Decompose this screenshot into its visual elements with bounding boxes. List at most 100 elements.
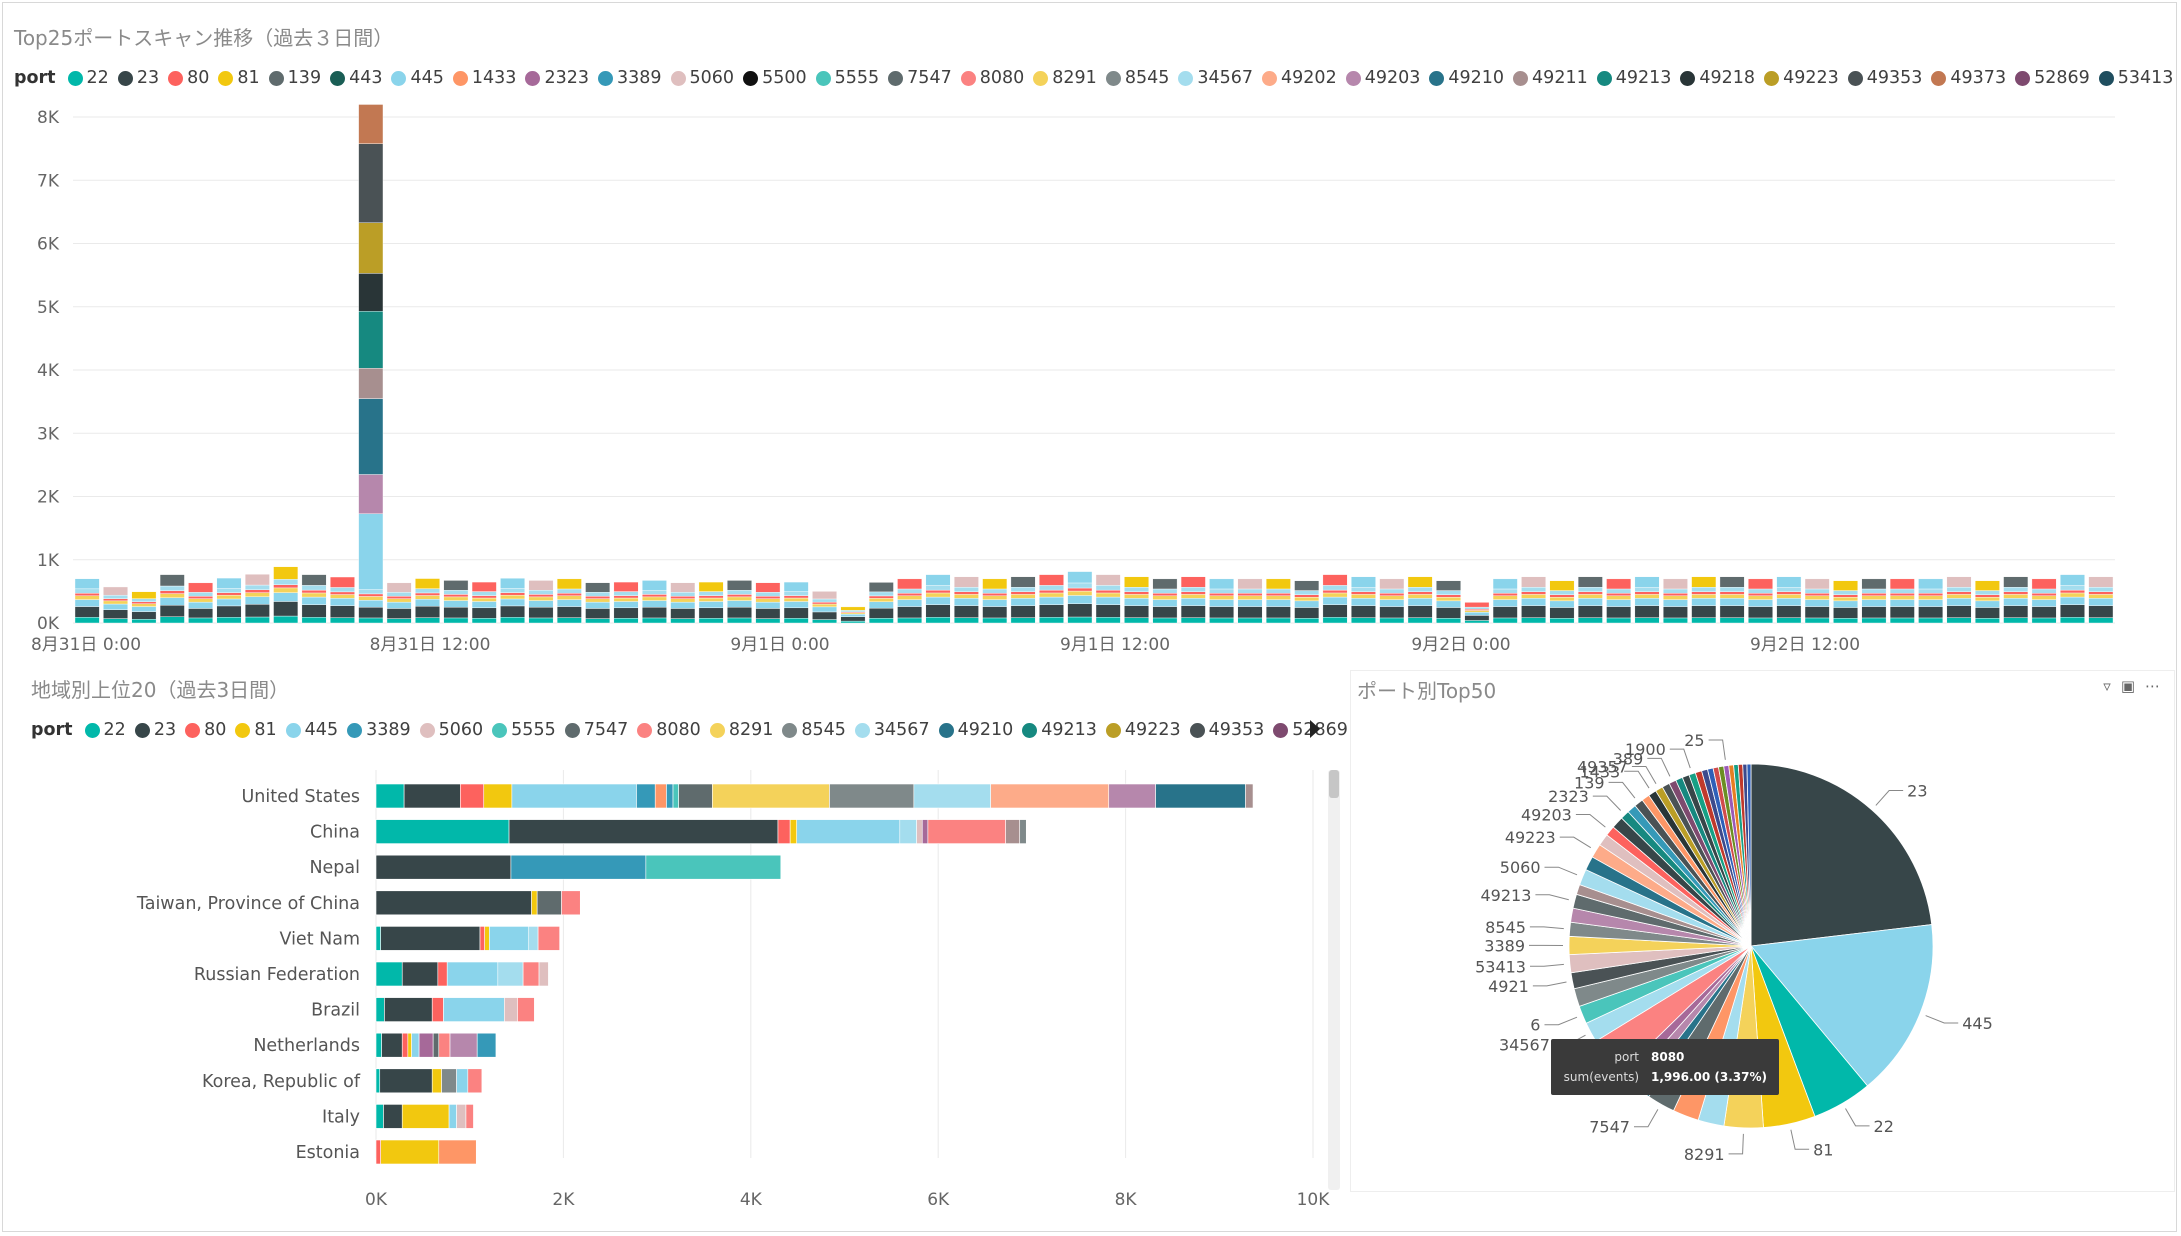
trend-legend-item-49218[interactable]: 49218 [1680, 68, 1755, 88]
country-legend-item-8545[interactable]: 8545 [782, 720, 846, 740]
trend-legend-item-49373[interactable]: 49373 [1931, 68, 2006, 88]
country-legend-item-22[interactable]: 22 [84, 720, 126, 740]
legend-item-label: 81 [254, 720, 277, 740]
trend-legend-item-49213[interactable]: 49213 [1596, 68, 1671, 88]
trend-legend-item-49211[interactable]: 49211 [1513, 68, 1588, 88]
trend-legend-item-445[interactable]: 445 [391, 68, 444, 88]
country-legend-item-445[interactable]: 445 [285, 720, 338, 740]
country-legend-item-7547[interactable]: 7547 [564, 720, 628, 740]
bar-segment [897, 599, 923, 607]
trend-legend-item-8080[interactable]: 8080 [960, 68, 1024, 88]
country-legend-item-49353[interactable]: 49353 [1189, 720, 1264, 740]
bar-segment [556, 617, 582, 624]
legend-dot-icon [960, 70, 976, 86]
bar-segment [301, 596, 327, 605]
bar-segment [712, 783, 830, 809]
more-options-icon[interactable]: ⋯ [2145, 677, 2160, 695]
country-legend-item-49223[interactable]: 49223 [1105, 720, 1181, 740]
bar-segment [1407, 617, 1433, 624]
country-legend-item-80[interactable]: 80 [185, 720, 226, 740]
category-label: Korea, Republic of [202, 1072, 361, 1092]
trend-legend-item-2323[interactable]: 2323 [525, 68, 589, 88]
trend-legend-item-34567[interactable]: 34567 [1178, 68, 1253, 88]
trend-legend-item-22[interactable]: 22 [67, 68, 109, 88]
bar-segment [2088, 594, 2114, 599]
trend-legend-item-49203[interactable]: 49203 [1345, 68, 1420, 88]
trend-legend-item-7547[interactable]: 7547 [888, 68, 952, 88]
country-legend-item-8291[interactable]: 8291 [709, 720, 773, 740]
legend-item-label: 2323 [544, 68, 589, 88]
trend-legend-item-80[interactable]: 80 [168, 68, 209, 88]
filter-icon[interactable]: ▿ [2103, 677, 2111, 695]
trend-legend-item-443[interactable]: 443 [330, 68, 382, 88]
trend-legend-item-8545[interactable]: 8545 [1105, 68, 1169, 88]
country-legend-item-3389[interactable]: 3389 [347, 720, 411, 740]
legend-next-arrow-icon[interactable] [1310, 720, 1320, 738]
port-scan-trend-chart[interactable]: 0K 1K 2K 3K 4K 5K 6K 7K 8K 8月31日 0:00 8月31日 12:00 9… [0, 0, 2181, 670]
bar-segment [216, 588, 242, 593]
bar-segment [2003, 587, 2029, 592]
bar-segment [216, 594, 242, 600]
trend-legend-item-52869[interactable]: 52869 [2015, 68, 2090, 88]
bar-segment [1918, 606, 1944, 619]
trend-legend-item-5060[interactable]: 5060 [670, 68, 734, 88]
port-top50-panel[interactable]: ポート別Top50 ▿ ▣ ⋯ 23 445 22 81 8291 7547 34567 6 4… [1350, 670, 2175, 1192]
country-top20-chart[interactable]: 0K 2K 4K 6K 8K 10K United States China Nepal Taiw… [0, 670, 1340, 1236]
bar-segment [1294, 596, 1320, 602]
trend-legend-item-49202[interactable]: 49202 [1262, 68, 1337, 88]
trend-legend-item-49210[interactable]: 49210 [1429, 68, 1504, 88]
pie-slice-label: 139 [1574, 773, 1605, 792]
country-legend-item-23[interactable]: 23 [134, 720, 176, 740]
bar-segment [1407, 605, 1433, 618]
trend-legend-item-1433[interactable]: 1433 [452, 68, 517, 88]
trend-legend-item-53413[interactable]: 53413 [2098, 68, 2173, 88]
pie-leader-line [1669, 748, 1691, 769]
bar-segment [1663, 578, 1688, 590]
bar-segment [159, 597, 185, 606]
trend-legend-item-49223[interactable]: 49223 [1764, 68, 1839, 88]
country-top20-panel[interactable]: 地域別上位20（過去3日間） port 22 23 80 81 445 3389 5060 55… [0, 670, 1348, 1236]
country-legend-item-34567[interactable]: 34567 [854, 720, 930, 740]
trend-legend-item-81[interactable]: 81 [218, 68, 260, 88]
bar-segment [783, 595, 809, 599]
country-legend-item-52869[interactable]: 52869 [1273, 720, 1348, 740]
bar-segment [471, 607, 497, 619]
bar-segment [1180, 587, 1206, 592]
bar-segment [244, 574, 270, 586]
country-chart-scrollbar[interactable] [1328, 770, 1340, 1190]
focus-mode-icon[interactable]: ▣ [2120, 677, 2135, 695]
country-legend-item-5555[interactable]: 5555 [492, 720, 556, 740]
bar-segment [476, 1032, 497, 1058]
bar-segment [528, 580, 554, 591]
trend-legend-item-139[interactable]: 139 [268, 68, 321, 88]
trend-legend-item-5555[interactable]: 5555 [815, 68, 879, 88]
pie-slice-label: 7547 [1589, 1118, 1630, 1137]
trend-legend-item-8291[interactable]: 8291 [1033, 68, 1097, 88]
port-scan-trend-legend[interactable]: port 22 23 80 81 139 443 445 1433 2323 3389 5060 550… [14, 68, 2181, 88]
bar-segment [522, 961, 540, 987]
pie-leader-line [1532, 981, 1567, 987]
bar-segment [1974, 580, 2000, 591]
trend-legend-item-5500[interactable]: 5500 [743, 68, 807, 88]
bar-segment [1294, 580, 1320, 591]
port-scan-trend-panel[interactable]: Top25ポートスキャン推移（過去３日間） port 22 23 80 81 139 443… [0, 0, 2181, 670]
bar-segment [1379, 599, 1405, 607]
trend-legend-item-3389[interactable]: 3389 [597, 68, 662, 88]
country-chart-scrollbar-thumb[interactable] [1329, 770, 1339, 798]
country-top20-legend[interactable]: port 22 23 80 81 445 3389 5060 5555 7547 8080 8291 8… [31, 720, 1357, 740]
legend-item-label: 1433 [471, 68, 517, 88]
bar-segment [358, 593, 384, 597]
trend-legend-item-49353[interactable]: 49353 [1847, 68, 1922, 88]
country-legend-item-5060[interactable]: 5060 [419, 720, 483, 740]
country-legend-item-49213[interactable]: 49213 [1022, 720, 1097, 740]
country-legend-item-81[interactable]: 81 [235, 720, 277, 740]
country-legend-item-49210[interactable]: 49210 [938, 720, 1013, 740]
bar-segment [1095, 574, 1121, 586]
legend-dot-icon [1847, 70, 1863, 86]
country-legend-item-8080[interactable]: 8080 [637, 720, 701, 740]
x-tick-label: 0K [365, 1190, 388, 1210]
trend-legend-item-23[interactable]: 23 [117, 68, 159, 88]
x-tick-label: 8月31日 0:00 [31, 635, 141, 655]
